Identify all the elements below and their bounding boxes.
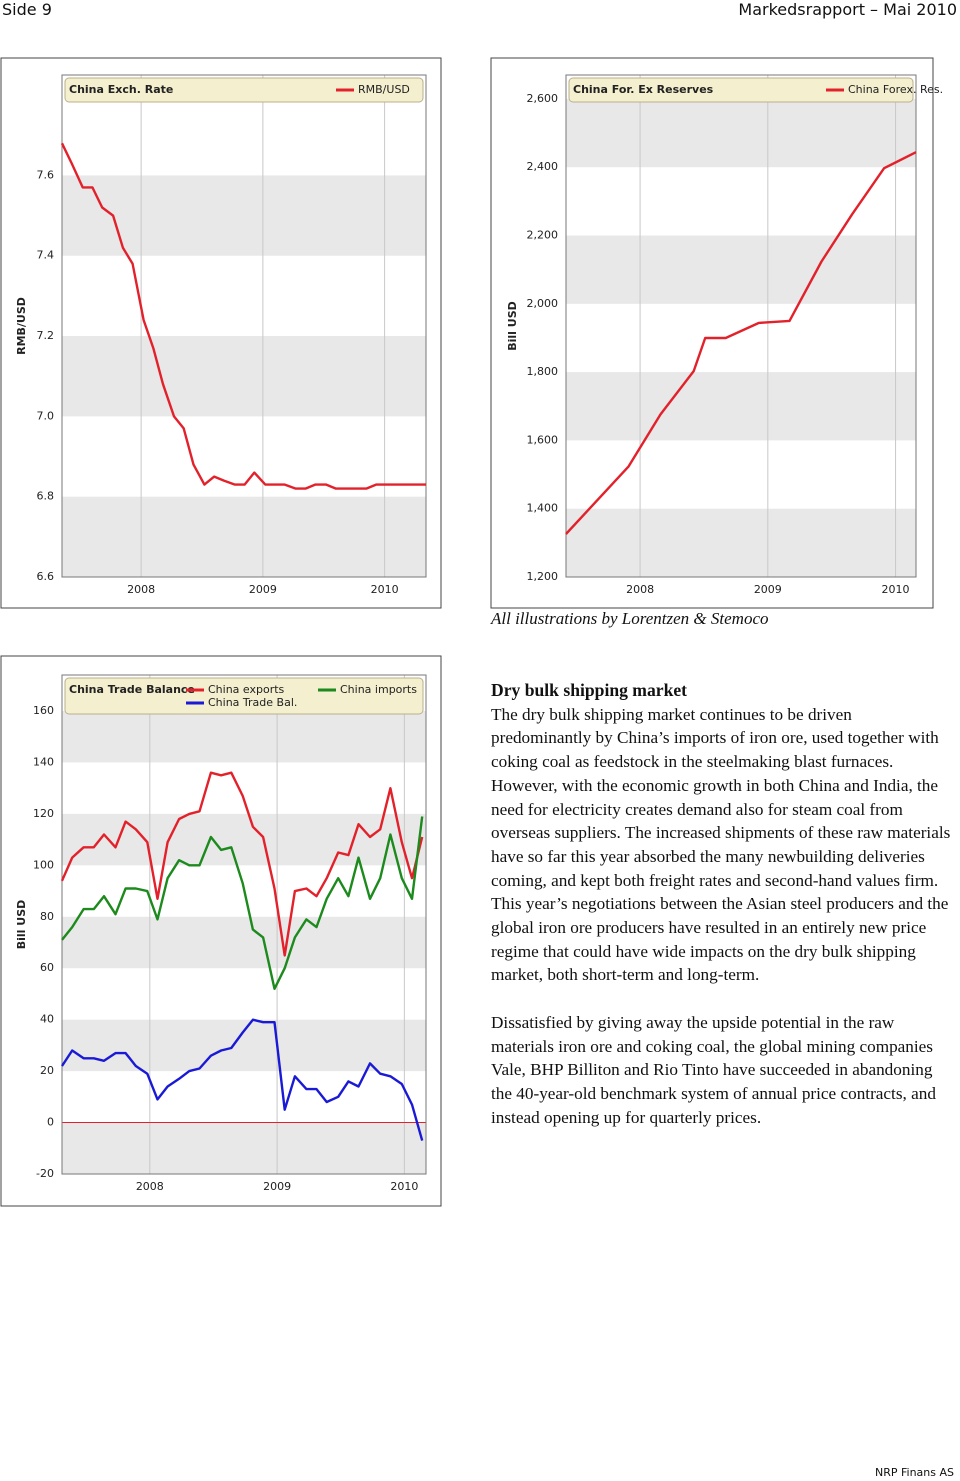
grid-band bbox=[62, 496, 426, 577]
page-number: Side 9 bbox=[2, 0, 52, 19]
grid-band bbox=[566, 235, 916, 304]
y-tick-label: 80 bbox=[40, 910, 54, 923]
y-tick-label: 6.6 bbox=[37, 570, 55, 583]
grid-band bbox=[62, 336, 426, 417]
x-tick-label: 2010 bbox=[390, 1180, 418, 1193]
x-tick-label: 2010 bbox=[371, 583, 399, 596]
paragraph: This year’s negotiations between the Asi… bbox=[491, 894, 949, 985]
y-tick-label: -20 bbox=[36, 1167, 54, 1180]
y-tick-label: 140 bbox=[33, 755, 54, 768]
grid-band bbox=[566, 98, 916, 168]
y-tick-label: 60 bbox=[40, 961, 54, 974]
legend-label: China exports bbox=[208, 683, 285, 696]
charts: 6.6 6.8 7.0 7.2 7.4 7.6 2008 2009 2010 RMB/USD Chi… bbox=[0, 57, 943, 1207]
x-tick-label: 2009 bbox=[249, 583, 277, 596]
y-axis-title: RMB/USD bbox=[15, 297, 28, 355]
legend-label: RMB/USD bbox=[358, 83, 410, 96]
y-tick-label: 2,400 bbox=[527, 160, 559, 173]
y-tick-label: 2,000 bbox=[527, 297, 559, 310]
paragraph: The dry bulk shipping market continues t… bbox=[491, 704, 951, 890]
x-tick-label: 2008 bbox=[136, 1180, 164, 1193]
y-tick-label: 7.0 bbox=[37, 409, 55, 422]
grid-band bbox=[62, 175, 426, 256]
caption: All illustrations by Lorentzen & Stemoco bbox=[491, 609, 769, 628]
grid-band bbox=[62, 711, 426, 763]
legend-box bbox=[64, 77, 424, 103]
plot-border bbox=[61, 674, 427, 1175]
y-tick-label: 100 bbox=[33, 858, 54, 871]
series-line bbox=[60, 142, 426, 490]
report-title: Markedsrapport – Mai 2010 bbox=[738, 0, 957, 19]
plot-border bbox=[61, 74, 427, 578]
y-tick-label: 1,800 bbox=[527, 365, 559, 378]
footer: NRP Finans AS bbox=[874, 1466, 954, 1479]
y-tick-label: 2,600 bbox=[527, 92, 559, 105]
y-tick-label: 160 bbox=[33, 704, 54, 717]
y-tick-label: 6.8 bbox=[37, 490, 55, 503]
legend-box bbox=[64, 677, 424, 715]
x-tick-label: 2009 bbox=[754, 583, 782, 596]
grid-band bbox=[566, 508, 916, 577]
grid-band bbox=[566, 372, 916, 441]
grid-band bbox=[62, 1122, 426, 1174]
chart-title: China Exch. Rate bbox=[69, 83, 173, 96]
legend-label: China Forex. Res. bbox=[848, 83, 943, 96]
paragraph: Dissatisfied by giving away the upside p… bbox=[491, 1012, 936, 1127]
y-tick-label: 0 bbox=[47, 1116, 54, 1129]
series-line bbox=[61, 816, 424, 990]
y-axis-title: Bill USD bbox=[15, 900, 28, 950]
chart-title: China For. Ex Reserves bbox=[573, 83, 714, 96]
article: Dry bulk shipping market The dry bulk sh… bbox=[491, 679, 953, 1129]
y-tick-label: 40 bbox=[40, 1013, 54, 1026]
y-tick-label: 7.4 bbox=[37, 249, 55, 262]
series-line bbox=[60, 1018, 424, 1141]
article-title: Dry bulk shipping market bbox=[491, 680, 688, 700]
series-line bbox=[565, 151, 917, 535]
y-tick-label: 1,400 bbox=[527, 502, 559, 515]
grid-band bbox=[62, 1019, 426, 1072]
y-axis-title: Bill USD bbox=[506, 301, 519, 351]
chart-title: China Trade Balance bbox=[69, 683, 195, 696]
y-tick-label: 20 bbox=[40, 1064, 54, 1077]
x-tick-label: 2009 bbox=[263, 1180, 291, 1193]
y-tick-label: 1,200 bbox=[527, 570, 559, 583]
grid-band bbox=[62, 813, 426, 866]
y-tick-label: 120 bbox=[33, 807, 54, 820]
legend-box bbox=[568, 77, 914, 103]
grid-band bbox=[62, 916, 426, 969]
x-tick-label: 2010 bbox=[882, 583, 910, 596]
plot-border bbox=[565, 74, 917, 578]
y-tick-label: 1,600 bbox=[527, 433, 559, 446]
legend-label: China Trade Bal. bbox=[208, 696, 297, 709]
legend-label: China imports bbox=[340, 683, 417, 696]
y-tick-label: 7.6 bbox=[37, 168, 55, 181]
x-tick-label: 2008 bbox=[127, 583, 155, 596]
y-tick-label: 2,200 bbox=[527, 229, 559, 242]
y-tick-label: 7.2 bbox=[37, 329, 55, 342]
x-tick-label: 2008 bbox=[626, 583, 654, 596]
series-line bbox=[60, 771, 424, 957]
